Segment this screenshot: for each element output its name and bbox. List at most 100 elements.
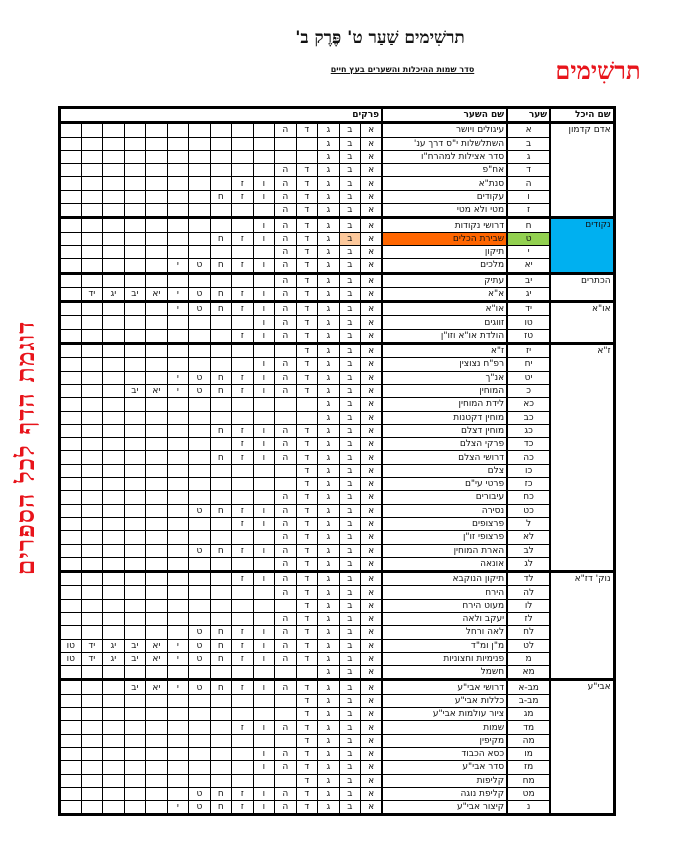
gate-number: יא <box>506 258 551 274</box>
chapter-cell: ד <box>295 760 319 775</box>
gate-number: ח <box>506 216 551 233</box>
gate-number: מג <box>506 707 551 722</box>
gate-number: ה <box>506 176 551 191</box>
chapter-cell: ד <box>295 693 319 709</box>
chapter-cell: ה <box>274 216 297 233</box>
chapter-cell <box>166 733 190 748</box>
chapter-cell: ט <box>188 651 211 667</box>
chapter-cell <box>59 503 82 518</box>
chapter-cell: ז <box>231 286 254 303</box>
chapter-cell: ב <box>338 271 362 288</box>
chapter-cell <box>80 136 104 151</box>
chapter-cell <box>102 397 125 412</box>
chapter-cell: ד <box>295 176 319 191</box>
chapter-cell <box>123 760 147 775</box>
chapter-cell <box>188 410 211 425</box>
chapter-cell <box>145 693 168 709</box>
chapter-cell: ב <box>338 651 362 667</box>
chapter-cell: ג <box>317 244 340 260</box>
chapter-cell <box>188 203 211 219</box>
chapter-cell: ד <box>295 678 319 695</box>
table-row: טו זווגים א ב ג ד ה ו <box>59 315 615 330</box>
chapter-cell: ה <box>274 570 297 587</box>
chapter-cell <box>80 397 104 412</box>
chapter-cell <box>145 570 168 587</box>
chapter-cell <box>231 585 254 600</box>
chapter-cell: ח <box>209 543 233 558</box>
chapter-cell: א <box>360 570 383 587</box>
chapter-cell: ה <box>274 786 297 802</box>
chapter-cell: ד <box>295 437 319 452</box>
chapter-cell: ב <box>338 678 362 695</box>
chapter-cell <box>102 437 125 452</box>
chapter-cell: יב <box>123 651 147 667</box>
chapter-cell: ג <box>317 651 340 667</box>
gate-number: ט <box>506 231 551 246</box>
chapter-cell <box>59 760 82 775</box>
chapter-cell: א <box>360 678 383 695</box>
chapter-cell <box>59 530 82 545</box>
chapter-cell: ט <box>188 638 211 653</box>
chapter-cell <box>80 720 104 735</box>
chapter-cell <box>252 163 276 178</box>
table-row: יח רפ"ח נצוצין א ב ג ד ה ו <box>59 357 615 372</box>
chapter-cell <box>80 163 104 178</box>
gate-number: מב-ב <box>506 693 551 709</box>
chapter-cell <box>80 625 104 640</box>
chapter-cell: ז <box>231 570 254 587</box>
chapter-cell: ג <box>317 585 340 600</box>
chapter-cell <box>188 693 211 709</box>
chapter-cell <box>102 490 125 505</box>
chapter-cell: י <box>166 300 190 317</box>
gate-number: כה <box>506 450 551 465</box>
chapter-cell: א <box>360 585 383 600</box>
chapter-cell: ח <box>209 800 233 816</box>
chapter-cell <box>145 423 168 439</box>
chapter-cell: ד <box>295 556 319 573</box>
chapter-cell <box>59 516 82 532</box>
chapter-cell <box>80 556 104 573</box>
chapter-cell <box>252 598 276 613</box>
gate-number: מז <box>506 760 551 775</box>
table-row: יג א"א א ב ג ד ה ו ז ח ט י יא יב יג יד <box>59 286 615 303</box>
chapter-cell <box>145 720 168 735</box>
chapter-cell <box>166 503 190 518</box>
chapter-cell <box>166 203 190 219</box>
chapter-cell <box>166 463 190 479</box>
chapter-cell <box>102 357 125 372</box>
chapter-cell <box>295 149 319 165</box>
table-row: מ פנימיות וחצוניות א ב ג ד ה ו ז ח ט י יא יב יג יד טו <box>59 651 615 667</box>
chapter-cell <box>102 625 125 640</box>
chapter-cell: א <box>360 357 383 372</box>
chapter-cell <box>102 216 125 233</box>
chapter-cell <box>231 315 254 330</box>
chapter-cell: ג <box>317 121 340 138</box>
gate-number: כד <box>506 437 551 452</box>
chapter-cell <box>166 477 190 492</box>
gate-name: דרושי אבי"ע <box>381 678 508 695</box>
chapter-cell <box>102 556 125 573</box>
chapter-cell: ה <box>274 611 297 627</box>
chapter-cell <box>145 163 168 178</box>
gate-name: אונאה <box>381 556 508 573</box>
chapter-cell: ג <box>317 516 340 532</box>
chapter-cell <box>252 707 276 722</box>
chapter-cell: ז <box>231 625 254 640</box>
chapter-cell <box>59 300 82 317</box>
chapter-cell <box>188 189 211 205</box>
gate-name: עיבורים <box>381 490 508 505</box>
chapter-cell: ו <box>252 516 276 532</box>
chapter-cell: ז <box>231 383 254 399</box>
chapter-cell: ה <box>274 315 297 330</box>
gate-name: לידת המוחין <box>381 397 508 412</box>
chapter-cell <box>209 163 233 178</box>
chapter-cell: יא <box>145 286 168 303</box>
chapter-cell: ז <box>231 516 254 532</box>
chapter-cell <box>80 490 104 505</box>
chapter-cell <box>166 543 190 558</box>
table-row: ב השתלשלות י"ס דרך ענ' א ב ג <box>59 136 615 151</box>
chapter-cell: ז <box>231 720 254 735</box>
chapter-cell: יא <box>145 638 168 653</box>
chapter-cell <box>80 733 104 748</box>
gate-number: יח <box>506 357 551 372</box>
